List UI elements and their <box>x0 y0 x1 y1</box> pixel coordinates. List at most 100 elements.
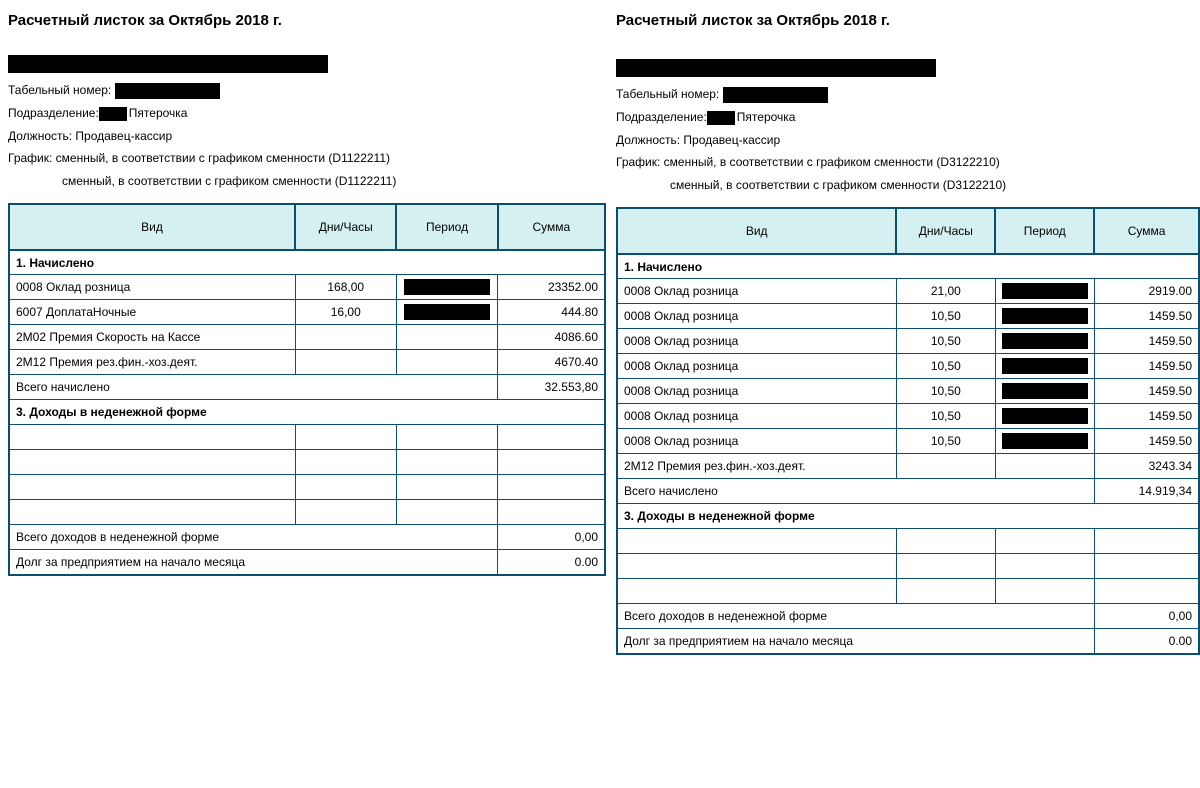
empty-row <box>617 554 1199 579</box>
accrued-dayshours: 10,50 <box>896 354 995 379</box>
schedule-label: График: <box>616 155 664 169</box>
accrued-name: 0008 Оклад розница <box>617 379 896 404</box>
accrued-dayshours <box>295 350 396 375</box>
schedule-line2: сменный, в соответствии с графиком сменн… <box>8 170 606 193</box>
total-nonmonetary-value: 0,00 <box>498 525 605 550</box>
section-nonmonetary-label: 3. Доходы в неденежной форме <box>9 400 605 425</box>
accrued-name: 0008 Оклад розница <box>617 354 896 379</box>
accrued-name: 0008 Оклад розница <box>617 279 896 304</box>
accrued-period <box>995 329 1094 354</box>
division-row: Подразделение: Пятерочка <box>8 102 606 125</box>
position-row: Должность: Продавец-кассир <box>616 129 1200 152</box>
accrued-name: 0008 Оклад розница <box>617 304 896 329</box>
empty-row <box>9 500 605 525</box>
empty-row <box>9 450 605 475</box>
accrued-dayshours: 10,50 <box>896 329 995 354</box>
total-accrued-label: Всего начислено <box>617 479 1094 504</box>
payslip-table: ВидДни/ЧасыПериодСумма1. Начислено0008 О… <box>616 207 1200 655</box>
section-accrued-label: 1. Начислено <box>9 250 605 275</box>
redacted-period <box>404 304 490 320</box>
accrued-sum: 444.80 <box>498 300 605 325</box>
accrued-dayshours: 168,00 <box>295 275 396 300</box>
col-sum: Сумма <box>498 204 605 250</box>
tab-number-label: Табельный номер: <box>8 83 111 97</box>
col-period: Период <box>995 208 1094 254</box>
division-row: Подразделение:Пятерочка <box>616 106 1200 129</box>
total-nonmonetary-row: Всего доходов в неденежной форме0,00 <box>9 525 605 550</box>
accrued-sum: 1459.50 <box>1094 354 1199 379</box>
col-sum: Сумма <box>1094 208 1199 254</box>
col-dayshours: Дни/Часы <box>896 208 995 254</box>
accrued-period <box>396 325 497 350</box>
section-accrued: 1. Начислено <box>617 254 1199 279</box>
accrued-row: 0008 Оклад розница10,50 1459.50 <box>617 354 1199 379</box>
accrued-row: 0008 Оклад розница10,50 1459.50 <box>617 379 1199 404</box>
accrued-period <box>995 279 1094 304</box>
division-label: Подразделение: <box>8 106 99 120</box>
position-value: Продавец-кассир <box>75 129 172 143</box>
accrued-name: 2M02 Премия Скорость на Кассе <box>9 325 295 350</box>
position-label: Должность: <box>8 129 75 143</box>
schedule-line1: сменный, в соответствии с графиком сменн… <box>56 151 390 165</box>
col-dayshours: Дни/Часы <box>295 204 396 250</box>
redacted-period <box>404 279 490 295</box>
accrued-name: 0008 Оклад розница <box>617 429 896 454</box>
empty-row <box>9 425 605 450</box>
redacted-period <box>1002 283 1088 299</box>
accrued-name: 0008 Оклад розница <box>617 404 896 429</box>
accrued-dayshours <box>295 325 396 350</box>
accrued-sum: 3243.34 <box>1094 454 1199 479</box>
accrued-row: 0008 Оклад розница10,50 1459.50 <box>617 304 1199 329</box>
debt-start-label: Долг за предприятием на начало месяца <box>617 629 1094 654</box>
schedule-line1: сменный, в соответствии с графиком сменн… <box>664 155 1000 169</box>
accrued-period <box>995 404 1094 429</box>
section-nonmonetary-label: 3. Доходы в неденежной форме <box>617 504 1199 529</box>
position-label: Должность: <box>616 133 683 147</box>
accrued-period <box>995 454 1094 479</box>
total-accrued-row: Всего начислено32.553,80 <box>9 375 605 400</box>
redacted-name <box>616 59 936 77</box>
redacted-division-code <box>99 107 127 121</box>
tab-number-label: Табельный номер: <box>616 87 719 101</box>
table-header-row: ВидДни/ЧасыПериодСумма <box>9 204 605 250</box>
payslips-wrapper: Расчетный листок за Октябрь 2018 г.Табел… <box>8 8 1192 655</box>
col-type: Вид <box>9 204 295 250</box>
accrued-dayshours: 10,50 <box>896 379 995 404</box>
section-accrued: 1. Начислено <box>9 250 605 275</box>
accrued-sum: 1459.50 <box>1094 404 1199 429</box>
total-accrued-row: Всего начислено14.919,34 <box>617 479 1199 504</box>
tab-number-row: Табельный номер: <box>8 79 606 102</box>
schedule-line2: сменный, в соответствии с графиком сменн… <box>616 174 1200 197</box>
debt-start-value: 0.00 <box>498 550 605 575</box>
empty-row <box>9 475 605 500</box>
accrued-sum: 1459.50 <box>1094 329 1199 354</box>
accrued-dayshours: 10,50 <box>896 304 995 329</box>
division-value: Пятерочка <box>129 106 188 120</box>
redacted-period <box>1002 308 1088 324</box>
debt-start-value: 0.00 <box>1094 629 1199 654</box>
redacted-period <box>1002 333 1088 349</box>
schedule-label: График: <box>8 151 56 165</box>
accrued-sum: 1459.50 <box>1094 304 1199 329</box>
accrued-row: 2M02 Премия Скорость на Кассе4086.60 <box>9 325 605 350</box>
accrued-dayshours: 16,00 <box>295 300 396 325</box>
total-nonmonetary-label: Всего доходов в неденежной форме <box>617 604 1094 629</box>
redacted-tab-number <box>115 83 220 99</box>
payslip-table: ВидДни/ЧасыПериодСумма1. Начислено0008 О… <box>8 203 606 576</box>
redacted-period <box>1002 358 1088 374</box>
accrued-row: 0008 Оклад розница10,501459.50 <box>617 404 1199 429</box>
debt-start-label: Долг за предприятием на начало месяца <box>9 550 498 575</box>
accrued-name: 2M12 Премия рез.фин.-хоз.деят. <box>9 350 295 375</box>
accrued-dayshours <box>896 454 995 479</box>
position-row: Должность: Продавец-кассир <box>8 125 606 148</box>
payslip-left: Расчетный листок за Октябрь 2018 г.Табел… <box>8 8 606 655</box>
empty-row <box>617 579 1199 604</box>
accrued-sum: 2919.00 <box>1094 279 1199 304</box>
section-accrued-label: 1. Начислено <box>617 254 1199 279</box>
total-accrued-value: 14.919,34 <box>1094 479 1199 504</box>
accrued-name: 2M12 Премия рез.фин.-хоз.деят. <box>617 454 896 479</box>
accrued-period <box>995 429 1094 454</box>
debt-start-row: Долг за предприятием на начало месяца0.0… <box>9 550 605 575</box>
position-value: Продавец-кассир <box>683 133 780 147</box>
accrued-sum: 1459.50 <box>1094 379 1199 404</box>
